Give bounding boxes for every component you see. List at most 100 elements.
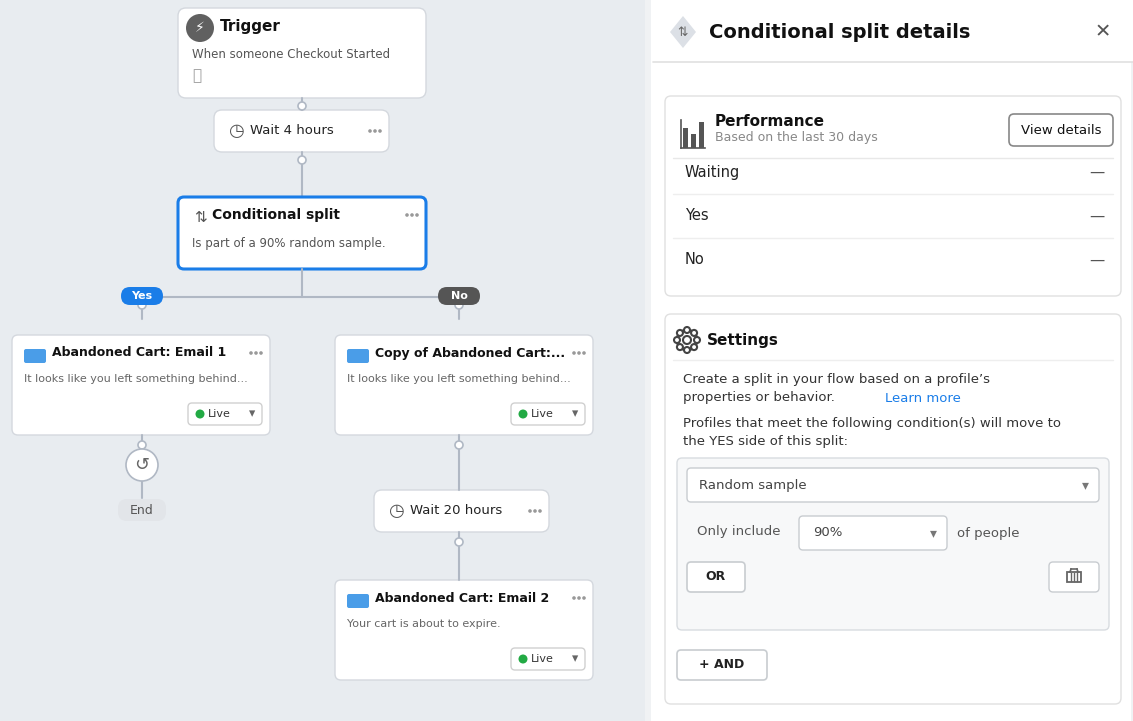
Text: Based on the last 30 days: Based on the last 30 days [715, 131, 878, 144]
Text: No: No [685, 252, 705, 267]
Circle shape [519, 410, 528, 418]
Text: ▾: ▾ [572, 653, 578, 665]
Text: properties or behavior.: properties or behavior. [683, 392, 835, 404]
Circle shape [138, 441, 146, 449]
Circle shape [298, 102, 306, 110]
Text: ⇅: ⇅ [194, 210, 206, 224]
FancyBboxPatch shape [335, 580, 593, 680]
Text: It looks like you left something behind...: It looks like you left something behind.… [24, 374, 248, 384]
Bar [0, 0, 645, 721]
Bar [651, 0, 1131, 721]
Text: Live: Live [208, 409, 231, 419]
Text: Live: Live [531, 654, 554, 664]
Text: Abandoned Cart: Email 2: Abandoned Cart: Email 2 [375, 591, 550, 604]
Text: Yes: Yes [685, 208, 708, 224]
Circle shape [676, 330, 683, 336]
Circle shape [406, 213, 409, 217]
Circle shape [368, 129, 372, 133]
Text: of people: of people [957, 526, 1020, 539]
FancyBboxPatch shape [799, 516, 947, 550]
Text: Random sample: Random sample [699, 479, 807, 492]
Circle shape [582, 596, 586, 600]
Circle shape [572, 596, 576, 600]
Circle shape [528, 509, 531, 513]
Bar [645, 0, 1133, 721]
FancyBboxPatch shape [347, 594, 369, 608]
Circle shape [676, 344, 683, 350]
Circle shape [410, 213, 414, 217]
FancyBboxPatch shape [121, 287, 163, 305]
Circle shape [138, 301, 146, 309]
Circle shape [254, 351, 258, 355]
FancyBboxPatch shape [335, 335, 593, 435]
FancyBboxPatch shape [374, 490, 550, 532]
Text: Wait 20 hours: Wait 20 hours [410, 505, 502, 518]
FancyBboxPatch shape [438, 287, 480, 305]
Circle shape [534, 509, 537, 513]
Text: —: — [1090, 252, 1105, 267]
FancyBboxPatch shape [118, 499, 167, 521]
Circle shape [577, 351, 581, 355]
FancyBboxPatch shape [188, 403, 262, 425]
Text: No: No [451, 291, 468, 301]
Text: ⇅: ⇅ [678, 25, 688, 38]
Text: ⚡: ⚡ [195, 21, 205, 35]
Text: ▾: ▾ [929, 526, 937, 540]
FancyBboxPatch shape [665, 314, 1121, 704]
Text: Conditional split details: Conditional split details [709, 22, 970, 42]
Text: Copy of Abandoned Cart:...: Copy of Abandoned Cart:... [375, 347, 565, 360]
FancyBboxPatch shape [178, 197, 426, 269]
Text: Learn more: Learn more [885, 392, 961, 404]
FancyBboxPatch shape [678, 650, 767, 680]
Circle shape [373, 129, 377, 133]
Text: Wait 4 hours: Wait 4 hours [250, 125, 334, 138]
Circle shape [572, 351, 576, 355]
FancyBboxPatch shape [24, 349, 46, 363]
Circle shape [455, 441, 463, 449]
Circle shape [455, 538, 463, 546]
Circle shape [691, 344, 697, 350]
Text: ▾: ▾ [572, 407, 578, 420]
Text: Settings: Settings [707, 332, 778, 348]
Circle shape [684, 327, 690, 333]
Circle shape [249, 351, 253, 355]
Circle shape [196, 410, 204, 418]
Bar [691, 134, 696, 148]
Text: End: End [130, 503, 154, 516]
Text: ▾: ▾ [249, 407, 255, 420]
Text: Create a split in your flow based on a profile’s: Create a split in your flow based on a p… [683, 373, 990, 386]
Circle shape [674, 337, 680, 343]
Text: Live: Live [531, 409, 554, 419]
Text: Your cart is about to expire.: Your cart is about to expire. [347, 619, 501, 629]
Circle shape [695, 337, 700, 343]
Text: It looks like you left something behind...: It looks like you left something behind.… [347, 374, 571, 384]
Text: Conditional split: Conditional split [212, 208, 340, 222]
FancyBboxPatch shape [687, 468, 1099, 502]
Text: 90%: 90% [813, 526, 842, 539]
Text: Only include: Only include [697, 526, 781, 539]
Circle shape [683, 336, 691, 344]
Circle shape [186, 14, 214, 42]
Text: View details: View details [1021, 123, 1101, 136]
Text: ⤷: ⤷ [191, 68, 202, 84]
FancyBboxPatch shape [678, 458, 1109, 630]
FancyBboxPatch shape [665, 96, 1121, 296]
Text: Yes: Yes [131, 291, 153, 301]
Circle shape [538, 509, 542, 513]
Text: ↺: ↺ [135, 456, 150, 474]
Text: When someone Checkout Started: When someone Checkout Started [191, 48, 390, 61]
Circle shape [684, 347, 690, 353]
Circle shape [298, 156, 306, 164]
Circle shape [455, 301, 463, 309]
FancyBboxPatch shape [511, 403, 585, 425]
Circle shape [378, 129, 382, 133]
FancyBboxPatch shape [511, 648, 585, 670]
Text: —: — [1090, 164, 1105, 180]
Text: ✕: ✕ [1094, 22, 1111, 42]
Text: Performance: Performance [715, 115, 825, 130]
Circle shape [259, 351, 263, 355]
Text: Profiles that meet the following condition(s) will move to: Profiles that meet the following conditi… [683, 417, 1060, 430]
Circle shape [415, 213, 419, 217]
Text: Is part of a 90% random sample.: Is part of a 90% random sample. [191, 236, 385, 249]
FancyBboxPatch shape [12, 335, 270, 435]
